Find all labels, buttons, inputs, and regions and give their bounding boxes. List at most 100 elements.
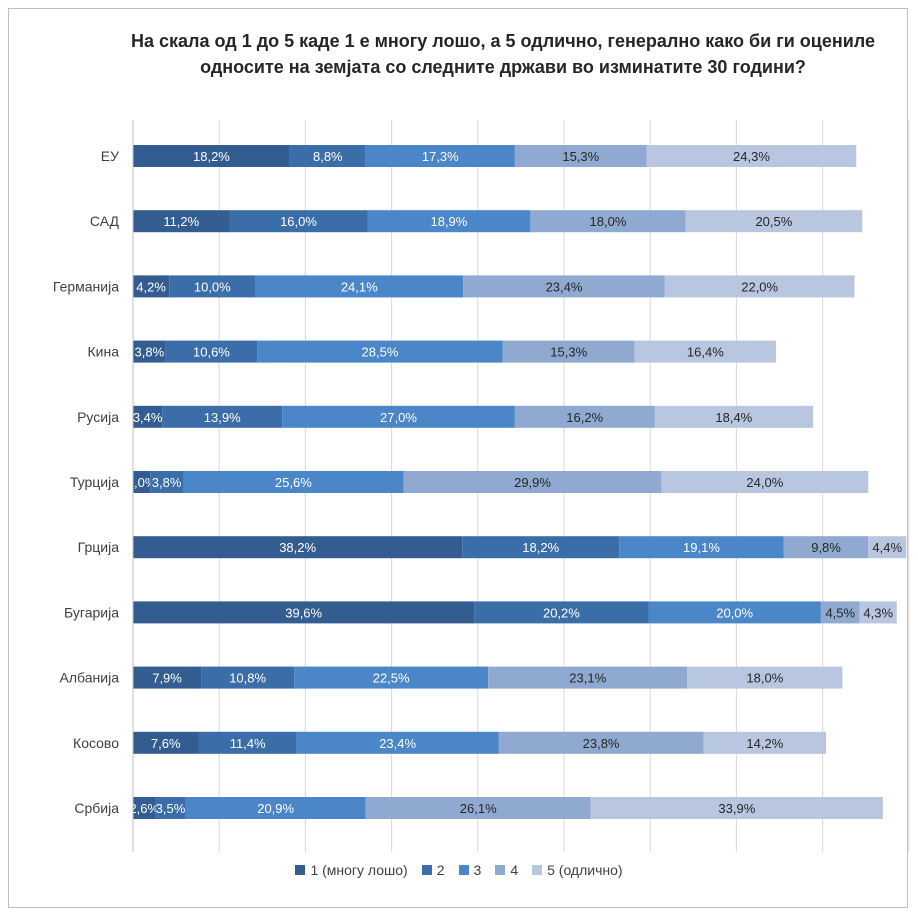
data-label: 3,5% <box>156 801 186 816</box>
bar-segment <box>133 471 151 493</box>
data-label: 20,2% <box>543 605 580 620</box>
data-label: 29,9% <box>514 475 551 490</box>
data-label: 20,9% <box>257 801 294 816</box>
bar-segment <box>868 536 907 559</box>
bar-segment <box>365 145 515 167</box>
legend-item: 1 (многу лошо) <box>295 862 408 878</box>
bar-segment <box>530 210 686 233</box>
data-label: 4,5% <box>825 605 855 620</box>
bar-segment <box>255 275 464 298</box>
bar-segment <box>133 340 166 363</box>
data-label: 20,0% <box>716 605 753 620</box>
legend-label: 4 <box>510 862 519 878</box>
legend-swatch <box>421 865 432 875</box>
legend-swatch <box>295 865 306 875</box>
data-label: 38,2% <box>279 540 316 555</box>
data-label: 11,2% <box>163 214 199 229</box>
bar-segment <box>133 731 199 754</box>
data-label: 14,2% <box>746 736 783 751</box>
bar-segment <box>498 731 704 754</box>
data-label: 18,0% <box>590 214 627 229</box>
bar-segment <box>783 536 869 559</box>
data-label: 10,6% <box>193 345 230 360</box>
legend-label: 2 <box>436 862 445 878</box>
data-label: 17,3% <box>422 149 459 164</box>
data-label: 18,2% <box>522 540 559 555</box>
category-label: Грција <box>78 539 120 555</box>
bar-segment <box>634 340 777 363</box>
bar-segment <box>201 666 295 689</box>
bar-segment <box>590 797 883 819</box>
bar-segment <box>289 145 366 167</box>
data-label: 18,9% <box>430 214 467 229</box>
data-label: 19,1% <box>683 540 720 555</box>
bar-segment <box>462 536 620 559</box>
chart-legend: 1 (многу лошо) 2 3 4 5 (одлично) <box>0 862 918 878</box>
bar-segment <box>859 601 897 624</box>
data-label: 15,3% <box>550 345 587 360</box>
data-label: 26,1% <box>460 801 497 816</box>
bar-segment <box>150 471 183 493</box>
data-label: 39,6% <box>285 605 322 620</box>
bar-segment <box>367 210 531 233</box>
bar-segment <box>133 797 156 819</box>
legend-item: 5 (одлично) <box>532 862 623 878</box>
data-label: 27,0% <box>380 410 417 425</box>
bar-segment <box>502 340 635 363</box>
legend-item: 2 <box>421 862 445 878</box>
category-label: Германија <box>53 278 119 294</box>
data-label: 10,8% <box>229 671 266 686</box>
bar-segment <box>133 536 463 559</box>
data-label: 18,2% <box>193 149 230 164</box>
bar-segment <box>294 666 489 689</box>
data-label: 16,2% <box>566 410 603 425</box>
bar-segment <box>654 405 814 428</box>
bar-segment <box>687 666 843 689</box>
bar-segment <box>619 536 784 559</box>
bar-segment <box>133 666 202 689</box>
bar-segment <box>229 210 368 233</box>
category-label: Бугарија <box>64 604 119 620</box>
legend-label: 1 (многу лошо) <box>310 862 408 878</box>
data-label: 22,0% <box>741 279 778 294</box>
bar-segment <box>463 275 665 298</box>
legend-swatch <box>532 865 543 875</box>
bar-segment <box>646 145 857 167</box>
bar-segment <box>365 797 591 819</box>
data-label: 15,3% <box>562 149 599 164</box>
bar-segment <box>514 405 655 428</box>
bar-segment <box>133 145 290 167</box>
legend-label: 5 (одлично) <box>547 862 623 878</box>
category-label: Косово <box>73 735 119 751</box>
bar-segment <box>403 471 662 493</box>
data-label: 7,9% <box>152 671 182 686</box>
bar-segment <box>488 666 688 689</box>
legend-swatch <box>458 865 469 875</box>
category-label: ЕУ <box>101 148 119 164</box>
bar-segment <box>703 731 827 754</box>
bar-segment <box>514 145 647 167</box>
data-label: 18,4% <box>715 410 752 425</box>
data-label: 4,3% <box>863 605 893 620</box>
bar-segment <box>185 797 366 819</box>
data-label: 23,1% <box>569 671 606 686</box>
data-label: 33,9% <box>718 801 755 816</box>
data-label: 3,4% <box>133 410 163 425</box>
bar-segment <box>257 340 503 363</box>
bar-segment <box>162 405 283 428</box>
data-label: 11,4% <box>230 736 266 751</box>
bar-segment <box>474 601 649 624</box>
data-label: 24,3% <box>733 149 770 164</box>
data-label: 25,6% <box>275 475 312 490</box>
bar-segment <box>664 275 855 298</box>
category-label: Албанија <box>60 670 120 686</box>
data-label: 24,1% <box>341 279 378 294</box>
data-label: 23,4% <box>379 736 416 751</box>
category-label: Србија <box>74 800 119 816</box>
bar-segment <box>296 731 499 754</box>
bar-segment <box>685 210 863 233</box>
legend-item: 3 <box>458 862 481 878</box>
data-label: 3,8% <box>152 475 182 490</box>
data-label: 7,6% <box>151 736 181 751</box>
